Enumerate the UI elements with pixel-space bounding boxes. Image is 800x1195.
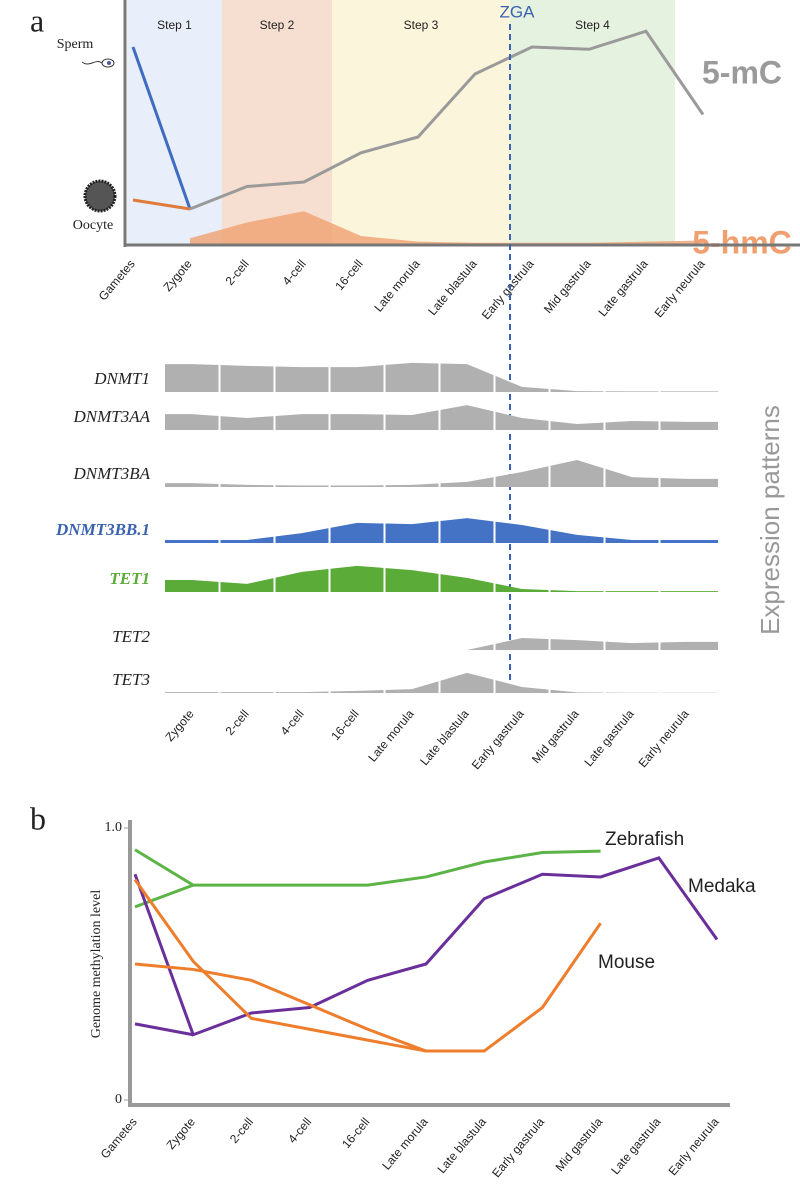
step-band — [222, 0, 332, 245]
step-band — [332, 0, 510, 245]
x-tick-label: 2-cell — [223, 257, 252, 288]
species-label: Medaka — [688, 876, 756, 897]
x-tick-label: 4-cell — [278, 707, 307, 738]
x-tick-label: Early neurula — [652, 257, 708, 320]
expression-area — [165, 518, 718, 543]
x-tick-label: Late gastrula — [595, 257, 651, 319]
step-label: Step 4 — [575, 18, 610, 32]
step-label: Step 3 — [404, 18, 439, 32]
series-line — [189, 29, 705, 211]
hmc-area — [190, 211, 703, 245]
x-tick-label: Late morula — [371, 257, 423, 315]
series-label: 5-hmC — [692, 224, 792, 260]
y-tick-label: 0 — [115, 1092, 122, 1107]
step-band — [127, 0, 222, 245]
x-tick-label: Early neurula — [636, 707, 692, 770]
expression-area — [165, 460, 718, 487]
y-axis-label: Genome methylation level — [89, 890, 104, 1039]
x-tick-label: 2-cell — [227, 1115, 256, 1146]
x-tick-label: 4-cell — [280, 257, 309, 288]
species-line — [134, 1022, 194, 1037]
sperm-tail — [81, 61, 103, 65]
step-band — [510, 0, 675, 245]
x-tick-label: 2-cell — [223, 707, 252, 738]
expression-area — [165, 638, 718, 650]
gene-label: DNMT1 — [93, 369, 150, 388]
x-tick-label: Zygote — [160, 257, 195, 294]
gene-label: TET3 — [112, 670, 150, 689]
expression-area — [165, 565, 718, 592]
gene-label: DNMT3AA — [73, 407, 151, 426]
x-tick-label: Late morula — [365, 707, 417, 765]
species-line — [134, 962, 427, 1053]
series-line — [132, 198, 191, 211]
species-line — [134, 848, 601, 887]
zga-label: ZGA — [500, 2, 536, 21]
expression-area — [165, 362, 718, 392]
x-tick-label: Early neurula — [666, 1115, 722, 1178]
x-tick-label: 16-cell — [332, 257, 365, 293]
gene-label: DNMT3BB.1 — [55, 520, 150, 539]
x-tick-label: Gametes — [96, 257, 138, 303]
y-axis-label: Expression patterns — [755, 405, 785, 635]
panel-label: b — [30, 800, 46, 836]
x-tick-label: Zygote — [164, 1115, 199, 1152]
x-tick-label: Late blastula — [425, 257, 480, 318]
species-label: Zebrafish — [605, 829, 684, 850]
series-label: 5-mC — [702, 54, 782, 90]
expression-area — [165, 405, 718, 430]
x-tick-label: 16-cell — [328, 707, 361, 743]
x-tick-label: Late blastula — [434, 1115, 489, 1176]
sperm-nucleus — [107, 61, 111, 65]
x-tick-label: 4-cell — [285, 1115, 314, 1146]
panel-label: a — [30, 2, 44, 38]
x-tick-label: Early gastrula — [469, 707, 527, 772]
species-label: Mouse — [598, 952, 655, 973]
series-line — [131, 46, 192, 210]
oocyte-icon — [83, 179, 117, 213]
step-label: Step 2 — [260, 18, 295, 32]
x-tick-label: Gametes — [98, 1115, 140, 1161]
x-tick-label: Mid gastrula — [553, 1115, 606, 1174]
x-tick-label: Early gastrula — [489, 1115, 547, 1180]
x-tick-label: Mid gastrula — [529, 707, 582, 766]
series-label: Oocyte — [73, 218, 113, 233]
species-line — [133, 856, 719, 1037]
x-tick-label: Early gastrula — [479, 257, 537, 322]
x-tick-label: Mid gastrula — [541, 257, 594, 316]
expression-area — [165, 672, 718, 693]
x-tick-label: Late gastrula — [608, 1115, 664, 1177]
gene-label: TET1 — [109, 569, 150, 588]
x-tick-label: Late blastula — [417, 707, 472, 768]
x-tick-label: 16-cell — [339, 1115, 372, 1151]
y-tick-label: 1.0 — [105, 820, 123, 835]
species-line — [133, 878, 602, 1053]
series-label: Sperm — [57, 37, 94, 52]
x-tick-label: Late gastrula — [581, 707, 637, 769]
x-tick-label: Late morula — [379, 1115, 431, 1173]
gene-label: DNMT3BA — [73, 464, 151, 483]
step-label: Step 1 — [157, 18, 192, 32]
x-tick-label: Zygote — [162, 707, 197, 744]
gene-label: TET2 — [112, 627, 150, 646]
